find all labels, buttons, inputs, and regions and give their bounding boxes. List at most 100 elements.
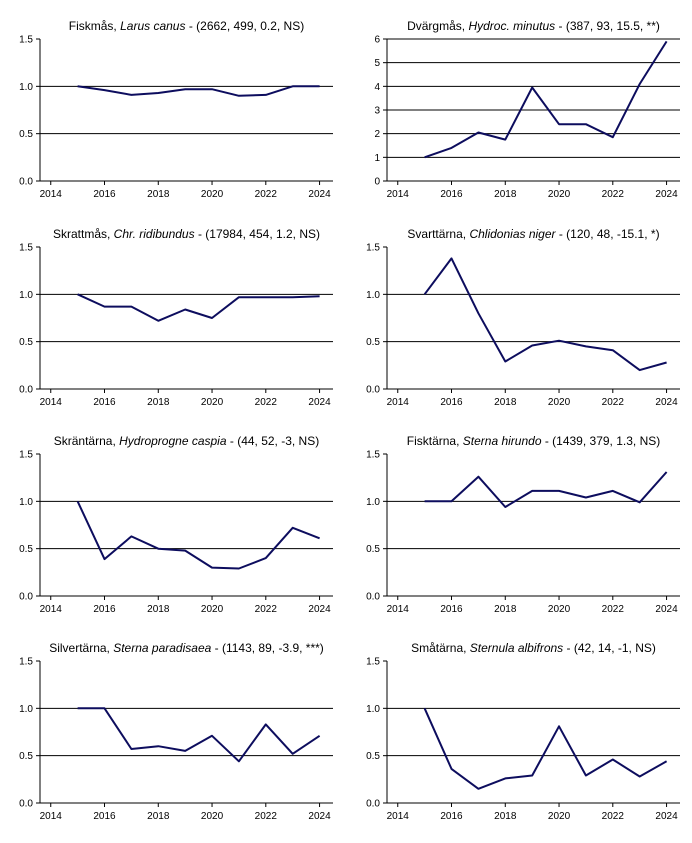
x-tick-label: 2018 [147, 189, 170, 200]
x-tick-label: 2014 [40, 811, 63, 822]
x-tick-label: 2022 [255, 811, 278, 822]
x-tick-label: 2022 [255, 397, 278, 408]
x-tick-label: 2014 [40, 397, 63, 408]
y-tick-label: 0.5 [19, 337, 33, 348]
x-tick-label: 2024 [655, 397, 678, 408]
x-tick-label: 2016 [93, 604, 116, 615]
x-tick-label: 2018 [494, 397, 517, 408]
panel-title: Skräntärna, Hydroprogne caspia - (44, 52… [54, 434, 319, 448]
x-tick-label: 2016 [440, 397, 463, 408]
series-line [77, 293, 320, 322]
panel-title: Silvertärna, Sterna paradisaea - (1143, … [49, 641, 324, 655]
x-tick-label: 2024 [655, 189, 678, 200]
title-common-name: Småtärna, [411, 641, 470, 655]
x-tick-label: 2016 [93, 189, 116, 200]
y-tick-label: 0 [374, 177, 380, 188]
x-tick-label: 2024 [308, 397, 331, 408]
y-tick-label: 1.0 [366, 704, 380, 715]
x-tick-label: 2016 [440, 189, 463, 200]
y-tick-label: 0.5 [366, 337, 380, 348]
y-tick-label: 1.5 [19, 657, 33, 668]
x-tick-label: 2018 [147, 397, 170, 408]
y-tick-label: 1.5 [19, 243, 33, 254]
x-tick-label: 2018 [147, 811, 170, 822]
x-tick-label: 2014 [387, 189, 410, 200]
x-tick-label: 2014 [387, 397, 410, 408]
y-tick-label: 4 [374, 82, 380, 93]
title-common-name: Fisktärna, [407, 434, 463, 448]
x-tick-label: 2020 [201, 604, 224, 615]
x-tick-label: 2024 [655, 811, 678, 822]
x-tick-label: 2022 [602, 189, 625, 200]
title-common-name: Silvertärna, [49, 641, 113, 655]
x-tick-label: 2020 [548, 189, 571, 200]
x-tick-label: 2024 [308, 189, 331, 200]
panel-1: 0.0 0.5 1.0 1.5 2014 2016 2018 2020 2022 2024 Fisk… [19, 19, 333, 200]
x-tick-label: 2018 [494, 811, 517, 822]
x-tick-label: 2018 [494, 189, 517, 200]
title-common-name: Dvärgmås, [407, 19, 468, 33]
y-tick-label: 1.5 [366, 450, 380, 461]
panel-2: 0 1 2 3 4 5 6 2014 2016 2018 2020 2022 2024 Dvärgmås,… [374, 19, 680, 200]
x-tick-label: 2016 [93, 397, 116, 408]
x-tick-label: 2020 [548, 397, 571, 408]
y-tick-label: 1.0 [366, 497, 380, 508]
y-tick-label: 0.0 [19, 592, 33, 603]
y-tick-label: 1.0 [19, 497, 33, 508]
title-common-name: Skräntärna, [54, 434, 119, 448]
title-stats: - (42, 14, -1, NS) [563, 641, 656, 655]
title-species: Hydroc. minutus [468, 19, 555, 33]
series-line [77, 85, 320, 97]
x-tick-label: 2020 [548, 604, 571, 615]
x-tick-label: 2020 [201, 397, 224, 408]
y-tick-label: 1.0 [366, 290, 380, 301]
x-tick-label: 2014 [40, 189, 63, 200]
panel-6: 0.0 0.5 1.0 1.5 2014 2016 2018 2020 2022 2024 Fisk… [366, 434, 680, 615]
panel-8: 0.0 0.5 1.0 1.5 2014 2016 2018 2020 2022 2024 Småt… [366, 641, 680, 822]
title-species: Sternula albifrons [470, 641, 563, 655]
x-tick-label: 2022 [255, 189, 278, 200]
title-common-name: Fiskmås, [69, 19, 120, 33]
x-tick-label: 2022 [602, 811, 625, 822]
panel-title: Fiskmås, Larus canus - (2662, 499, 0.2, … [69, 19, 304, 33]
title-species: Chr. ridibundus [114, 227, 195, 241]
y-tick-label: 5 [374, 58, 380, 69]
y-tick-label: 6 [374, 35, 380, 46]
x-tick-label: 2020 [201, 811, 224, 822]
x-tick-label: 2022 [602, 604, 625, 615]
title-species: Sterna hirundo [463, 434, 542, 448]
series-line [423, 257, 667, 372]
title-stats: - (17984, 454, 1.2, NS) [195, 227, 320, 241]
panel-title: Dvärgmås, Hydroc. minutus - (387, 93, 15… [407, 19, 660, 33]
y-tick-label: 2 [374, 129, 380, 140]
y-tick-label: 0.5 [19, 129, 33, 140]
y-tick-label: 0.5 [19, 544, 33, 555]
x-tick-label: 2016 [93, 811, 116, 822]
series-line [424, 471, 668, 508]
title-stats: - (44, 52, -3, NS) [227, 434, 320, 448]
x-tick-label: 2014 [40, 604, 63, 615]
title-species: Hydroprogne caspia [119, 434, 227, 448]
y-tick-label: 0.5 [366, 751, 380, 762]
y-tick-label: 0.5 [19, 751, 33, 762]
y-tick-label: 0.5 [366, 544, 380, 555]
panel-title: Småtärna, Sternula albifrons - (42, 14, … [411, 641, 656, 655]
y-tick-label: 1.5 [19, 35, 33, 46]
panel-4: 0.0 0.5 1.0 1.5 2014 2016 2018 2020 2022 2024 Svar… [366, 227, 680, 408]
y-tick-label: 0.0 [19, 799, 33, 810]
y-tick-label: 1.0 [19, 704, 33, 715]
y-tick-label: 3 [374, 106, 380, 117]
series-line [423, 707, 668, 790]
panel-7: 0.0 0.5 1.0 1.5 2014 2016 2018 2020 2022 2024 Silv… [19, 641, 333, 822]
title-stats: - (120, 48, -15.1, *) [556, 227, 660, 241]
title-stats: - (1143, 89, -3.9, ***) [211, 641, 324, 655]
panel-title: Skrattmås, Chr. ridibundus - (17984, 454… [53, 227, 320, 241]
y-tick-label: 0.0 [366, 799, 380, 810]
panel-title: Fisktärna, Sterna hirundo - (1439, 379, … [407, 434, 660, 448]
x-tick-label: 2016 [440, 604, 463, 615]
title-stats: - (2662, 499, 0.2, NS) [185, 19, 304, 33]
title-stats: - (1439, 379, 1.3, NS) [542, 434, 661, 448]
y-tick-label: 0.0 [366, 385, 380, 396]
title-common-name: Skrattmås, [53, 227, 114, 241]
